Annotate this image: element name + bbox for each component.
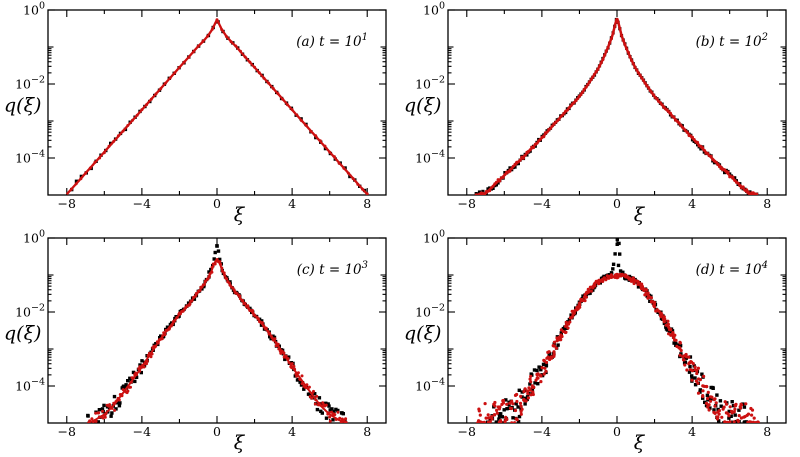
x-tick-label: 4 [288,424,296,439]
x-tick-label: −8 [58,424,76,439]
y-tick-label: 10−2 [15,303,45,320]
panel-label: (a) t = 101 [296,32,368,50]
x-axis-title: ξ [234,432,246,454]
plot-frame [447,9,787,196]
y-tick-label: 10−4 [15,377,45,394]
plot-area [476,238,761,423]
panel-d-chart: 100 10−2 10−4 −8 −4 0 4 8 q(ξ) ξ (d) t = 104 [404,229,787,455]
plot-area [65,18,369,195]
y-tick-label: 10−4 [415,377,445,394]
panel-label: (c) t = 103 [297,260,368,278]
x-tick-label: 8 [363,196,371,211]
plot-area [474,17,759,195]
series-red-dots [476,272,761,423]
series-red-line-dots-line [87,258,347,423]
y-tick-label: 100 [23,1,45,18]
x-tick-label: −4 [133,196,151,211]
y-tick-label: 100 [23,229,45,246]
panel-c: 100 10−2 10−4 −8 −4 0 4 8 q(ξ) ξ (c) t = 103 [0,228,400,457]
x-tick-label: −4 [533,424,551,439]
y-axis-title: q(ξ) [404,95,441,117]
x-tick-label: 0 [213,424,221,439]
x-tick-label: 8 [363,424,371,439]
y-tick-label: 10−2 [415,75,445,92]
y-tick-label: 10−4 [415,149,445,166]
x-tick-label: −4 [133,424,151,439]
y-axis-title: q(ξ) [4,323,41,345]
panel-label: (d) t = 104 [696,260,768,278]
panel-b: 100 10−2 10−4 −8 −4 0 4 8 q(ξ) ξ (b) t = 102 [400,0,800,228]
x-tick-label: −8 [58,196,76,211]
axis-labels: 100 10−2 10−4 −8 −4 0 4 8 q(ξ) ξ (c) t = 103 [4,229,371,455]
y-tick-label: 100 [423,1,445,18]
x-tick-label: −4 [533,196,551,211]
series-red-line-dots [65,18,369,195]
plot-frame [47,9,387,196]
panel-d: 100 10−2 10−4 −8 −4 0 4 8 q(ξ) ξ (d) t = 104 [400,228,800,457]
x-tick-label: 4 [688,424,696,439]
plot-frame [47,237,387,424]
x-axis-title: ξ [634,204,646,226]
panel-a-chart: 100 10−2 10−4 −8 −4 0 4 8 q(ξ) ξ (a) t = 101 [4,1,387,227]
axis-labels: 100 10−2 10−4 −8 −4 0 4 8 q(ξ) ξ (d) t = 104 [404,229,771,455]
y-tick-label: 100 [423,229,445,246]
panel-label: (b) t = 102 [696,32,768,50]
panel-c-chart: 100 10−2 10−4 −8 −4 0 4 8 q(ξ) ξ (c) t = 103 [4,229,387,455]
x-tick-label: −8 [458,424,476,439]
series-red-line-dots [474,17,759,195]
x-tick-label: 0 [613,424,621,439]
axis-labels: 100 10−2 10−4 −8 −4 0 4 8 q(ξ) ξ (b) t = 102 [404,1,771,227]
series-red-line-dots [87,258,348,423]
axis-labels: 100 10−2 10−4 −8 −4 0 4 8 q(ξ) ξ (a) t = 101 [4,1,371,227]
x-tick-label: 4 [688,196,696,211]
x-axis-title: ξ [634,432,646,454]
x-tick-label: 0 [613,196,621,211]
y-tick-label: 10−2 [15,75,45,92]
panel-b-chart: 100 10−2 10−4 −8 −4 0 4 8 q(ξ) ξ (b) t = 102 [404,1,787,227]
x-tick-label: 0 [213,196,221,211]
x-tick-label: 8 [763,196,771,211]
plot-area [86,244,348,423]
y-tick-label: 10−4 [15,149,45,166]
x-tick-label: 8 [763,424,771,439]
x-axis-title: ξ [234,204,246,226]
x-tick-label: −8 [458,196,476,211]
y-tick-label: 10−2 [415,303,445,320]
x-tick-label: 4 [288,196,296,211]
y-axis-title: q(ξ) [404,323,441,345]
y-axis-title: q(ξ) [4,95,41,117]
panel-a: 100 10−2 10−4 −8 −4 0 4 8 q(ξ) ξ (a) t = 101 [0,0,400,228]
